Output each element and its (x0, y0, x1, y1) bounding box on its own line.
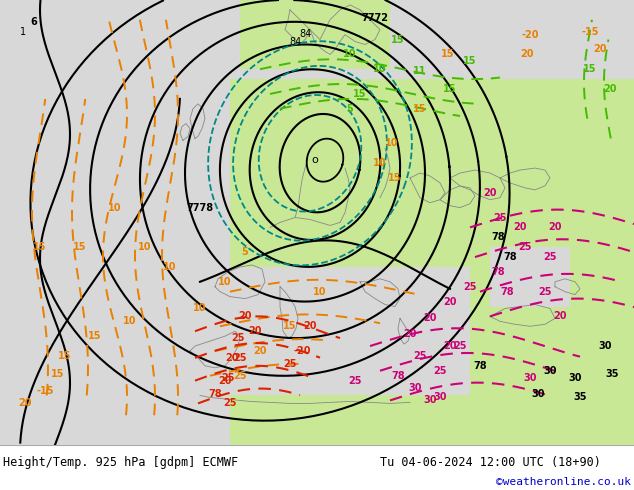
Text: ©weatheronline.co.uk: ©weatheronline.co.uk (496, 477, 631, 487)
Text: 78: 78 (473, 361, 487, 371)
Text: -20: -20 (294, 346, 311, 356)
Text: 15: 15 (583, 64, 597, 74)
Text: 20: 20 (443, 341, 456, 351)
Text: 25: 25 (538, 287, 552, 296)
Bar (0, 0, 230, 445)
Bar (240, 0, 390, 69)
Text: 25: 25 (463, 282, 477, 292)
Text: 30: 30 (523, 373, 537, 383)
Text: 15: 15 (283, 321, 297, 331)
Text: 5: 5 (347, 104, 353, 114)
Text: 10: 10 (138, 242, 152, 252)
Text: 6: 6 (30, 17, 37, 27)
Text: 35: 35 (605, 369, 619, 379)
Text: 25: 25 (283, 359, 297, 369)
Text: 15: 15 (413, 104, 427, 114)
Text: 84: 84 (289, 37, 301, 47)
Text: 15: 15 (51, 369, 65, 379)
Text: 10: 10 (373, 64, 387, 74)
Text: 20: 20 (548, 222, 562, 232)
Text: 20: 20 (424, 314, 437, 323)
Bar (0, 0, 634, 79)
Text: 30: 30 (424, 395, 437, 405)
Text: 20: 20 (18, 398, 32, 408)
Text: 20: 20 (303, 321, 317, 331)
Text: 15: 15 (388, 173, 402, 183)
Text: 20: 20 (483, 188, 497, 198)
Text: 25: 25 (453, 341, 467, 351)
Text: 10: 10 (218, 277, 232, 287)
Text: 10: 10 (343, 49, 357, 59)
Text: 10: 10 (108, 203, 122, 213)
Text: 20: 20 (603, 84, 617, 94)
Text: 1: 1 (20, 26, 26, 37)
Text: 78: 78 (503, 252, 517, 262)
Text: 25: 25 (221, 373, 235, 383)
Text: 84: 84 (300, 28, 312, 39)
Text: 20: 20 (443, 296, 456, 307)
Text: 15: 15 (33, 242, 47, 252)
Text: 20: 20 (403, 329, 417, 339)
Text: 10: 10 (123, 317, 137, 326)
Bar (220, 267, 470, 395)
Text: 78: 78 (391, 371, 405, 381)
Text: 15: 15 (58, 351, 72, 361)
Text: 20: 20 (253, 346, 267, 356)
Text: 78: 78 (491, 232, 505, 242)
Text: 11: 11 (413, 66, 427, 76)
Text: 15: 15 (88, 331, 101, 341)
Text: 20: 20 (521, 49, 534, 59)
Text: 30: 30 (531, 389, 545, 398)
Text: Height/Temp. 925 hPa [gdpm] ECMWF: Height/Temp. 925 hPa [gdpm] ECMWF (3, 456, 238, 468)
Text: 25: 25 (223, 398, 236, 408)
Text: 5: 5 (242, 247, 249, 257)
Text: 20: 20 (553, 311, 567, 321)
Text: 15: 15 (74, 242, 87, 252)
Text: -15: -15 (36, 386, 54, 395)
Text: 25: 25 (348, 376, 362, 386)
Text: 15: 15 (353, 89, 366, 99)
Text: 25: 25 (233, 371, 247, 381)
Text: 25: 25 (433, 366, 447, 376)
Text: 30: 30 (433, 392, 447, 402)
Text: 25: 25 (518, 242, 532, 252)
Text: 10: 10 (385, 138, 399, 148)
Text: 25: 25 (493, 213, 507, 222)
Text: 20: 20 (593, 45, 607, 54)
Text: 30: 30 (543, 366, 557, 376)
Text: 30: 30 (408, 383, 422, 392)
Text: 7772: 7772 (361, 13, 389, 23)
Text: 10: 10 (313, 287, 327, 296)
Text: 25: 25 (543, 252, 557, 262)
Text: o: o (312, 155, 318, 165)
Text: 10: 10 (373, 158, 387, 168)
Text: 30: 30 (568, 373, 582, 383)
Text: -20: -20 (521, 29, 539, 40)
Text: 78: 78 (500, 287, 514, 296)
Text: 15: 15 (443, 84, 456, 94)
Text: 30: 30 (598, 341, 612, 351)
Text: 20: 20 (225, 353, 239, 363)
Text: 15: 15 (463, 56, 477, 66)
Text: 15: 15 (441, 49, 455, 59)
Text: 20: 20 (514, 222, 527, 232)
Text: Tu 04-06-2024 12:00 UTC (18+90): Tu 04-06-2024 12:00 UTC (18+90) (380, 456, 601, 468)
Text: 25: 25 (231, 333, 245, 343)
Text: 15: 15 (391, 35, 404, 45)
Text: 78: 78 (491, 267, 505, 277)
Bar (230, 0, 634, 445)
Text: 35: 35 (573, 392, 586, 402)
Text: 10: 10 (163, 262, 177, 272)
Text: 25: 25 (233, 353, 247, 363)
Text: 20: 20 (218, 376, 232, 386)
Text: -15: -15 (581, 26, 598, 37)
Text: 10: 10 (193, 303, 207, 314)
Text: 20: 20 (249, 326, 262, 336)
Bar (490, 247, 570, 307)
Text: 78: 78 (208, 389, 222, 398)
Text: 25: 25 (413, 351, 427, 361)
Text: 7778: 7778 (186, 203, 214, 213)
Text: 20: 20 (238, 311, 252, 321)
